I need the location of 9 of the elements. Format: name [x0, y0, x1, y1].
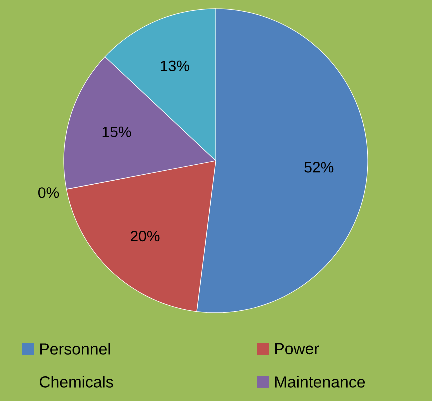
data-label: 20% [130, 231, 160, 242]
category-label: Chemicals [40, 376, 114, 388]
legend-label: Power [276, 343, 320, 355]
legend-label: Maintenance [276, 376, 366, 388]
text: 0% [38, 188, 60, 198]
legend-label: Personnel [40, 343, 110, 355]
data-label: 13% [161, 60, 190, 72]
data-label: 15% [102, 126, 132, 138]
data-label: 52% [304, 162, 334, 173]
